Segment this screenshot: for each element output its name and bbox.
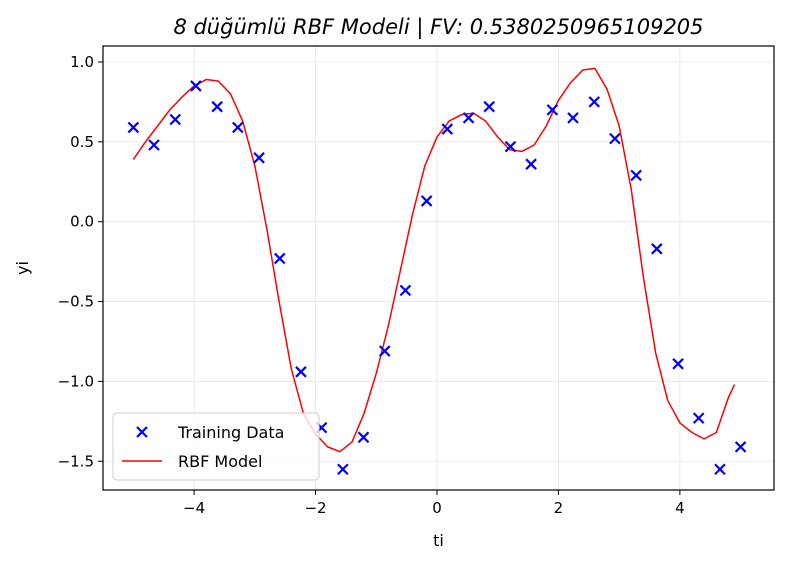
data-point: [692, 412, 705, 424]
y-tick-label: −0.5: [58, 293, 94, 311]
data-point: [714, 463, 726, 476]
legend-label-training-data: Training Data: [177, 423, 284, 442]
x-ticks: −4 −2 0 2 4: [183, 490, 685, 517]
data-point: [462, 112, 475, 124]
data-point: [651, 243, 663, 255]
data-point: [232, 121, 244, 134]
data-point: [211, 100, 223, 113]
y-tick-label: −1.0: [58, 372, 94, 390]
data-point: [357, 431, 370, 444]
data-point: [337, 463, 349, 476]
data-point: [483, 100, 495, 113]
data-point: [546, 104, 559, 116]
data-point: [630, 169, 642, 182]
plot-frame: [102, 45, 775, 491]
data-point: [609, 132, 621, 145]
data-point: [190, 80, 202, 92]
y-ticks: 1.0 0.5 0.0 −0.5 −1.0 −1.5: [58, 53, 103, 470]
data-point: [169, 113, 182, 126]
data-point: [253, 152, 265, 164]
series-scatter: [127, 80, 747, 476]
data-point: [295, 366, 307, 378]
y-axis-label: yi: [13, 261, 32, 275]
chart-title: 8 düğümlü RBF Modeli | FV: 0.53802509651…: [173, 15, 703, 40]
series-line: [132, 67, 736, 453]
data-point: [420, 195, 433, 207]
data-point: [148, 139, 160, 151]
data-point: [441, 123, 454, 135]
series-line-rbf-model: [132, 67, 736, 453]
x-tick-label: 2: [554, 499, 564, 517]
data-point: [525, 158, 537, 170]
legend-label-rbf-model: RBF Model: [178, 452, 262, 471]
data-point: [273, 252, 286, 265]
x-tick-label: −2: [304, 499, 326, 517]
y-tick-label: 1.0: [70, 53, 94, 71]
data-point: [672, 358, 684, 370]
x-tick-label: 4: [675, 499, 685, 517]
data-point: [127, 121, 140, 134]
data-point: [399, 284, 412, 297]
data-point: [567, 112, 579, 124]
legend: Training Data RBF Model: [112, 412, 320, 481]
data-point: [734, 441, 747, 453]
data-point: [588, 96, 601, 108]
legend-marker-training-data: [136, 426, 148, 438]
y-tick-label: 0.5: [70, 133, 94, 151]
data-point: [504, 140, 517, 153]
x-tick-label: 0: [432, 499, 442, 517]
x-axis-label: ti: [433, 531, 444, 550]
legend-box: [112, 412, 320, 481]
y-tick-label: −1.5: [58, 452, 94, 470]
y-tick-label: 0.0: [70, 213, 94, 231]
data-point: [378, 345, 391, 357]
x-tick-label: −4: [183, 499, 205, 517]
